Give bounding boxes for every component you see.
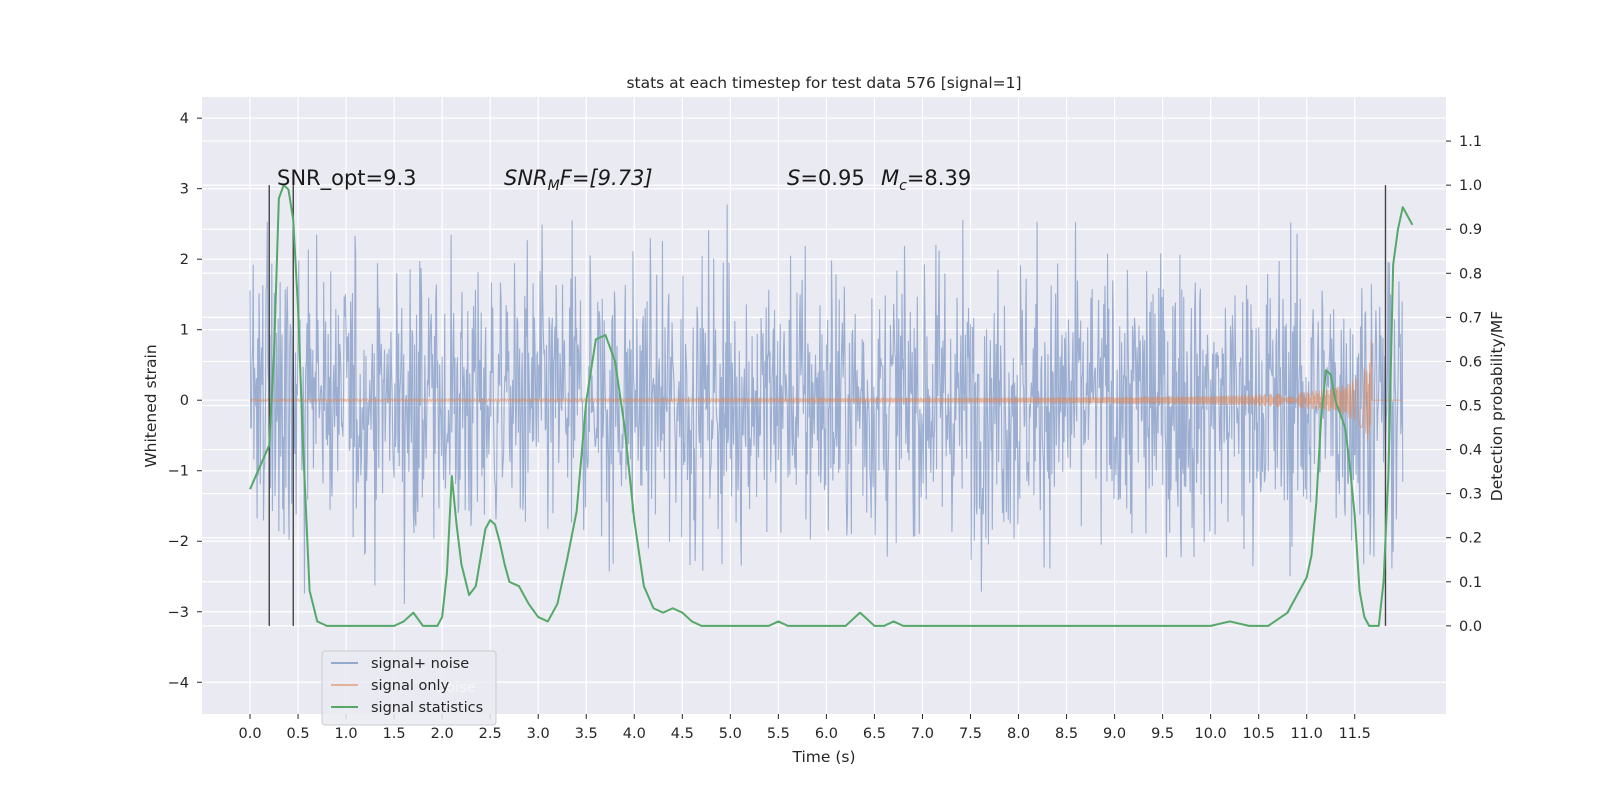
signal-noise-line [249, 204, 1404, 604]
y-left-tick-label: 4 [180, 111, 189, 127]
x-tick-label: 7.0 [911, 726, 934, 742]
legend-label-signal-noise: signal+ noise [371, 656, 469, 672]
y-left-tick-label: 2 [180, 252, 189, 268]
y-right-tick-label: 1.1 [1459, 134, 1482, 150]
annotation-s: S=0.95 [787, 166, 865, 190]
y-right-tick-label: 0.2 [1459, 531, 1482, 547]
x-tick-label: 0.5 [287, 726, 310, 742]
y-left-axis-label: Whitened strain [142, 344, 160, 467]
x-tick-label: 10.0 [1195, 726, 1227, 742]
chart-title: stats at each timestep for test data 576… [626, 74, 1021, 92]
x-tick-label: 4.5 [671, 726, 694, 742]
x-tick-label: 8.0 [1007, 726, 1030, 742]
y-right-tick-label: 0.3 [1459, 487, 1482, 503]
annotation-snr-mf: SNRMF=[9.73] [504, 166, 653, 194]
y-right-tick-label: 1.0 [1459, 178, 1482, 194]
x-tick-label: 7.5 [959, 726, 982, 742]
annotation-snr-mf-tail: F=[9.73] [560, 166, 653, 190]
y-left-tick-label: −3 [168, 605, 189, 621]
annotation-snr-opt: SNR_opt=9.3 [277, 166, 417, 191]
y-right-tick-label: 0.4 [1459, 443, 1482, 459]
x-tick-label: 4.0 [623, 726, 646, 742]
x-tick-label: 11.5 [1339, 726, 1371, 742]
x-tick-labels: 0.0 0.5 1.0 1.5 2.0 2.5 3.0 3.5 4.0 4.5 5.0 5.5 6.0 6… [238, 714, 1371, 742]
y-right-tick-label: 0.1 [1459, 575, 1482, 591]
annotation-mc-sub: c [899, 178, 907, 194]
y-right-tick-labels: 1.1 1.0 0.9 0.8 0.7 0.6 0.5 0.4 0.3 0.2 0.1 0.0 [1446, 134, 1482, 635]
y-left-tick-label: 1 [180, 323, 189, 339]
x-tick-label: 3.0 [527, 726, 550, 742]
x-tick-label: 6.5 [863, 726, 886, 742]
y-right-tick-label: 0.8 [1459, 266, 1482, 282]
x-tick-label: 3.5 [575, 726, 598, 742]
series-signal-only [249, 339, 1403, 442]
y-left-tick-label: 3 [180, 182, 189, 198]
series-signal-plus-noise [249, 204, 1404, 604]
y-left-tick-label: −4 [168, 675, 189, 691]
y-left-tick-labels: 4 3 2 1 0 −1 −2 −3 −4 [168, 111, 202, 691]
x-tick-label: 5.5 [767, 726, 790, 742]
y-left-tick-label: −2 [168, 534, 189, 550]
y-left-tick-label: −1 [168, 464, 189, 480]
x-tick-label: 1.0 [335, 726, 358, 742]
annotation-snr-mf-main: SNR [504, 166, 548, 190]
y-left-tick-label: 0 [180, 393, 189, 409]
x-tick-label: 9.0 [1103, 726, 1126, 742]
x-tick-label: 6.0 [815, 726, 838, 742]
annotation-s-val: =0.95 [800, 166, 864, 190]
y-right-axis-label: Detection probability/MF [1488, 311, 1506, 502]
x-tick-label: 10.5 [1243, 726, 1275, 742]
x-tick-label: 9.5 [1151, 726, 1174, 742]
x-tick-label: 2.5 [479, 726, 502, 742]
annotation-mc: Mc=8.39 [881, 166, 971, 194]
x-tick-label: 5.0 [719, 726, 742, 742]
x-tick-label: 11.0 [1291, 726, 1323, 742]
series-signal-statistics [249, 184, 1414, 627]
legend-label-signal-only: signal only [371, 678, 450, 694]
y-right-tick-label: 0.6 [1459, 354, 1482, 370]
y-right-tick-label: 0.7 [1459, 310, 1482, 326]
annotation-mc-val: =8.39 [907, 166, 971, 190]
legend: noise signal+ noise signal only signal s… [321, 650, 497, 726]
x-tick-label: 2.0 [431, 726, 454, 742]
legend-label-signal-statistics: signal statistics [371, 700, 483, 716]
x-tick-label: 0.0 [238, 726, 261, 742]
signal-only-line [249, 339, 1403, 442]
legend-frame [321, 650, 497, 726]
annotation-snr-mf-sub: M [548, 178, 560, 194]
annotation-s-var: S [787, 166, 800, 190]
y-right-tick-label: 0.5 [1459, 399, 1482, 415]
x-tick-label: 8.5 [1055, 726, 1078, 742]
annotation-mc-var: M [881, 166, 899, 190]
y-right-tick-label: 0.9 [1459, 222, 1482, 238]
x-tick-label: 1.5 [383, 726, 406, 742]
signal-statistics-line [249, 184, 1414, 627]
x-axis-label: Time (s) [791, 748, 855, 766]
y-right-tick-label: 0.0 [1459, 619, 1482, 635]
legend-ghost-text: noise [437, 680, 476, 696]
